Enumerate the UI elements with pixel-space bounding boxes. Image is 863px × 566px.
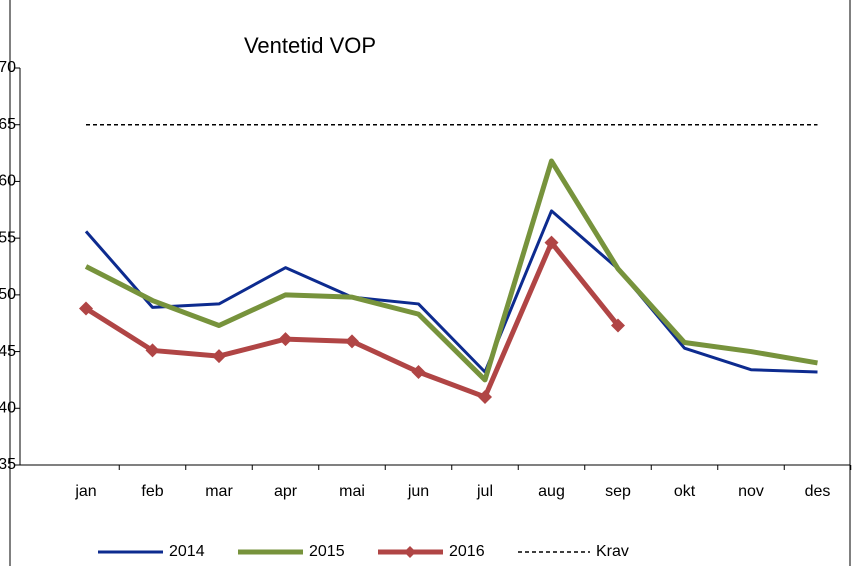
chart-title: Ventetid VOP	[244, 33, 376, 58]
point-marker	[411, 364, 426, 379]
y-tick-label: 35	[0, 456, 16, 473]
x-tick-label: jun	[407, 483, 429, 500]
x-tick-label: des	[805, 483, 831, 500]
point-marker	[345, 334, 359, 349]
point-marker	[278, 332, 293, 347]
x-tick-label: sep	[605, 483, 631, 500]
point-marker	[478, 389, 492, 404]
legend-label: Krav	[596, 543, 629, 560]
y-tick-label: 60	[0, 173, 16, 190]
legend-label: 2014	[169, 543, 205, 560]
legend-marker	[404, 546, 416, 558]
x-tick-label: mar	[205, 483, 233, 500]
y-tick-label: 70	[0, 59, 16, 76]
x-tick-label: jul	[476, 483, 493, 500]
x-tick-label: okt	[674, 483, 696, 500]
point-marker	[611, 318, 625, 333]
legend-label: 2015	[309, 543, 345, 560]
y-tick-label: 50	[0, 286, 16, 303]
x-tick-label: jan	[74, 483, 96, 500]
point-marker	[79, 301, 93, 316]
series-line	[84, 240, 620, 400]
y-tick-label: 55	[0, 229, 16, 246]
y-tick-label: 65	[0, 116, 16, 133]
x-tick-label: feb	[141, 483, 163, 500]
y-tick-label: 40	[0, 400, 16, 417]
series-line	[84, 209, 818, 374]
legend-label: 2016	[449, 543, 485, 560]
y-tick-label: 45	[0, 343, 16, 360]
point-marker	[544, 235, 559, 250]
x-tick-label: apr	[274, 483, 298, 500]
point-marker	[212, 349, 226, 364]
point-marker	[145, 343, 160, 358]
x-tick-label: mai	[339, 483, 365, 500]
x-tick-label: nov	[738, 483, 764, 500]
x-tick-label: aug	[538, 483, 565, 500]
series-line	[84, 158, 818, 383]
